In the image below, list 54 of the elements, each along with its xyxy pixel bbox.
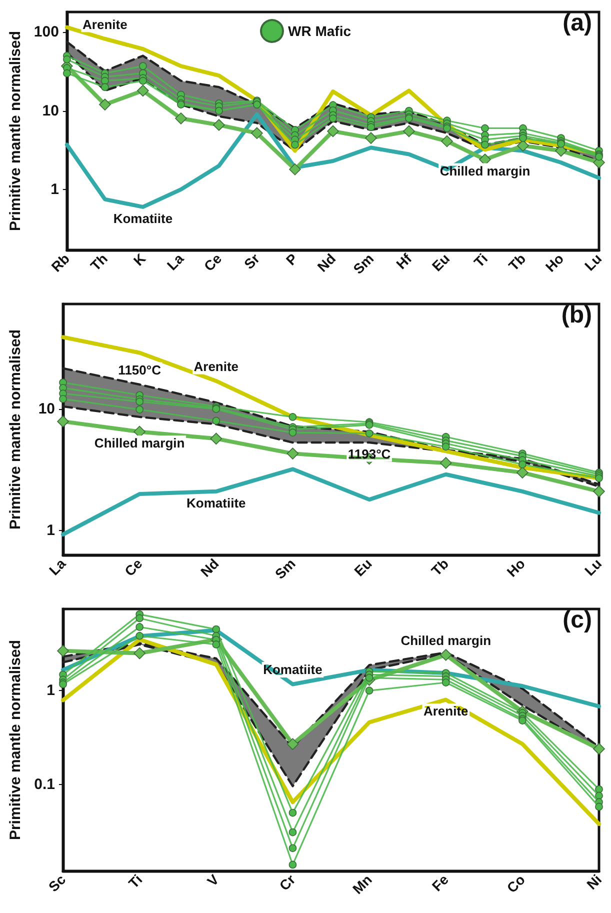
y-tick-label: 0.1 (34, 776, 55, 794)
y-axis-title: Primitive mantle normalised (7, 640, 24, 840)
x-tick-label: Ce (200, 250, 225, 274)
y-axis-title: Primitive mantle normalised (7, 30, 24, 232)
x-tick-label: Ti (470, 250, 491, 270)
x-tick-label: La (164, 250, 187, 274)
annotation: Arenite (423, 704, 468, 719)
y-tick-label: 1 (46, 682, 55, 700)
legend-label: WR Mafic (288, 23, 352, 39)
x-tick-label: Ti (125, 871, 146, 892)
annotation: Chilled margin (400, 632, 492, 648)
y-axis-title: Primitive mantle normalised (7, 329, 24, 530)
x-tick-label: Nd (314, 250, 339, 275)
x-tick-label: Mn (349, 871, 375, 897)
x-tick-label: Tb (505, 250, 529, 274)
x-tick-label: Sm (272, 555, 298, 582)
x-tick-label: Hf (392, 250, 415, 272)
x-tick-label: Sr (240, 250, 263, 272)
annotation: Arenite (82, 16, 128, 32)
chart-title: (b) (561, 302, 592, 328)
x-tick-label: Tb (428, 555, 452, 579)
chart-title: (a) (562, 10, 592, 36)
x-tick-label: Lu (581, 555, 605, 579)
x-tick-label: K (130, 250, 149, 269)
x-tick-label: Nd (197, 555, 222, 580)
y-tick-label: 1 (50, 180, 59, 198)
y-tick-label: 10 (38, 400, 55, 418)
x-tick-label: Sm (350, 250, 377, 278)
annotation: Komatiite (113, 210, 173, 226)
annotation: Arenite (194, 358, 239, 374)
annotation: Chilled margin (440, 164, 530, 179)
annotation: 1150°C (118, 362, 162, 378)
x-tick-label: Cr (276, 870, 299, 894)
annotation: Chilled margin (94, 436, 185, 451)
y-tick-label: 10 (42, 102, 59, 120)
x-tick-label: Co (504, 871, 528, 896)
x-tick-label: Rb (48, 250, 73, 275)
x-tick-label: Ni (583, 871, 605, 893)
x-tick-label: V (204, 870, 222, 890)
x-tick-label: Fe (428, 871, 452, 894)
x-tick-label: Eu (428, 250, 453, 274)
y-tick-label: 1 (46, 522, 55, 540)
x-tick-label: Th (87, 250, 111, 274)
x-tick-label: Eu (350, 555, 375, 580)
x-tick-label: Ho (504, 555, 528, 580)
x-tick-label: Ce (121, 555, 146, 580)
y-tick-label: 100 (34, 24, 59, 41)
x-tick-label: Lu (581, 250, 605, 274)
chart-title: (c) (562, 606, 592, 634)
x-tick-label: Sc (45, 871, 69, 895)
x-tick-label: Ho (542, 250, 567, 275)
x-tick-label: La (46, 555, 69, 578)
x-tick-label: P (282, 250, 301, 268)
annotation: Komatiite (186, 495, 246, 510)
